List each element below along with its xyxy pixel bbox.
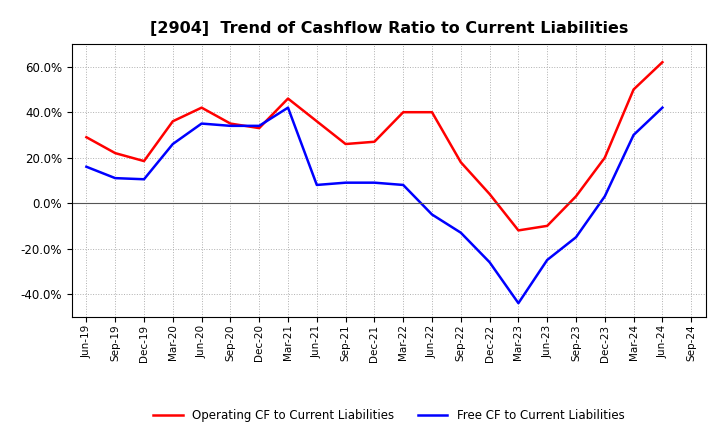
Operating CF to Current Liabilities bbox=[284, 96, 292, 101]
Free CF to Current Liabilities bbox=[399, 182, 408, 187]
Free CF to Current Liabilities bbox=[600, 194, 609, 199]
Free CF to Current Liabilities bbox=[341, 180, 350, 185]
Free CF to Current Liabilities bbox=[543, 257, 552, 263]
Free CF to Current Liabilities bbox=[370, 180, 379, 185]
Title: [2904]  Trend of Cashflow Ratio to Current Liabilities: [2904] Trend of Cashflow Ratio to Curren… bbox=[150, 21, 628, 36]
Free CF to Current Liabilities bbox=[82, 164, 91, 169]
Operating CF to Current Liabilities bbox=[600, 155, 609, 160]
Operating CF to Current Liabilities bbox=[140, 158, 148, 164]
Free CF to Current Liabilities bbox=[428, 212, 436, 217]
Legend: Operating CF to Current Liabilities, Free CF to Current Liabilities: Operating CF to Current Liabilities, Fre… bbox=[148, 404, 629, 427]
Operating CF to Current Liabilities bbox=[370, 139, 379, 144]
Operating CF to Current Liabilities bbox=[168, 119, 177, 124]
Line: Operating CF to Current Liabilities: Operating CF to Current Liabilities bbox=[86, 62, 662, 231]
Free CF to Current Liabilities bbox=[226, 123, 235, 128]
Operating CF to Current Liabilities bbox=[111, 150, 120, 156]
Free CF to Current Liabilities bbox=[572, 235, 580, 240]
Operating CF to Current Liabilities bbox=[428, 110, 436, 115]
Free CF to Current Liabilities bbox=[312, 182, 321, 187]
Operating CF to Current Liabilities bbox=[197, 105, 206, 110]
Operating CF to Current Liabilities bbox=[658, 59, 667, 65]
Free CF to Current Liabilities bbox=[140, 176, 148, 182]
Free CF to Current Liabilities bbox=[514, 301, 523, 306]
Operating CF to Current Liabilities bbox=[82, 135, 91, 140]
Line: Free CF to Current Liabilities: Free CF to Current Liabilities bbox=[86, 108, 662, 303]
Operating CF to Current Liabilities bbox=[399, 110, 408, 115]
Free CF to Current Liabilities bbox=[284, 105, 292, 110]
Free CF to Current Liabilities bbox=[485, 260, 494, 265]
Free CF to Current Liabilities bbox=[168, 141, 177, 147]
Operating CF to Current Liabilities bbox=[543, 223, 552, 228]
Operating CF to Current Liabilities bbox=[226, 121, 235, 126]
Free CF to Current Liabilities bbox=[629, 132, 638, 138]
Operating CF to Current Liabilities bbox=[456, 160, 465, 165]
Operating CF to Current Liabilities bbox=[312, 119, 321, 124]
Free CF to Current Liabilities bbox=[255, 123, 264, 128]
Operating CF to Current Liabilities bbox=[341, 141, 350, 147]
Operating CF to Current Liabilities bbox=[514, 228, 523, 233]
Operating CF to Current Liabilities bbox=[485, 191, 494, 197]
Free CF to Current Liabilities bbox=[456, 230, 465, 235]
Operating CF to Current Liabilities bbox=[572, 194, 580, 199]
Operating CF to Current Liabilities bbox=[629, 87, 638, 92]
Free CF to Current Liabilities bbox=[658, 105, 667, 110]
Free CF to Current Liabilities bbox=[111, 176, 120, 181]
Operating CF to Current Liabilities bbox=[255, 125, 264, 131]
Free CF to Current Liabilities bbox=[197, 121, 206, 126]
